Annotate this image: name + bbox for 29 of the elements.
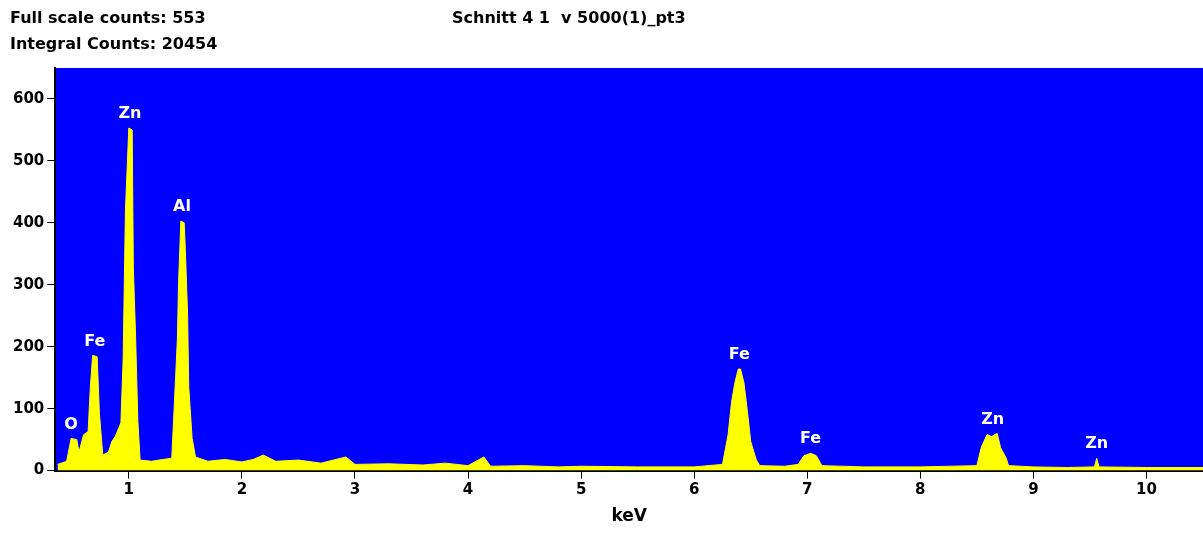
- x-tick-label: 10: [1136, 480, 1157, 499]
- x-tick-label: 6: [688, 480, 700, 499]
- annotation: Zn: [118, 103, 142, 123]
- y-tick-label: 200: [13, 336, 45, 355]
- chart-title: Schnitt 4 1 v 5000(1)_pt3: [452, 8, 686, 27]
- x-tick-label: 7: [802, 480, 813, 499]
- x-tick-label: 1: [123, 480, 135, 499]
- annotation: Fe: [800, 428, 822, 448]
- annotation: Zn: [1085, 433, 1109, 453]
- y-tick-label: 400: [13, 212, 45, 231]
- annotation: Al: [173, 196, 191, 216]
- x-tick-label: 3: [349, 480, 361, 499]
- text: Full scale counts: 553: [10, 8, 206, 27]
- annotation: Fe: [84, 330, 106, 350]
- x-tick-label: 9: [1028, 480, 1039, 499]
- y-tick-label: 100: [13, 398, 45, 417]
- x-tick-label: 4: [462, 480, 474, 499]
- text: Integral Counts: 20454: [10, 34, 218, 53]
- x-tick-label: 8: [915, 480, 926, 499]
- y-tick-label: 300: [13, 274, 45, 293]
- annotation: O: [64, 413, 78, 433]
- x-tick-label: 5: [575, 480, 587, 499]
- y-tick-label: 500: [13, 150, 45, 169]
- annotation: Zn: [981, 408, 1005, 428]
- annotation: Fe: [728, 344, 751, 364]
- x-axis-title: keV: [611, 505, 648, 526]
- y-tick-label: 0: [33, 460, 45, 479]
- x-tick-label: 2: [236, 480, 248, 499]
- y-tick-label: 600: [13, 88, 45, 107]
